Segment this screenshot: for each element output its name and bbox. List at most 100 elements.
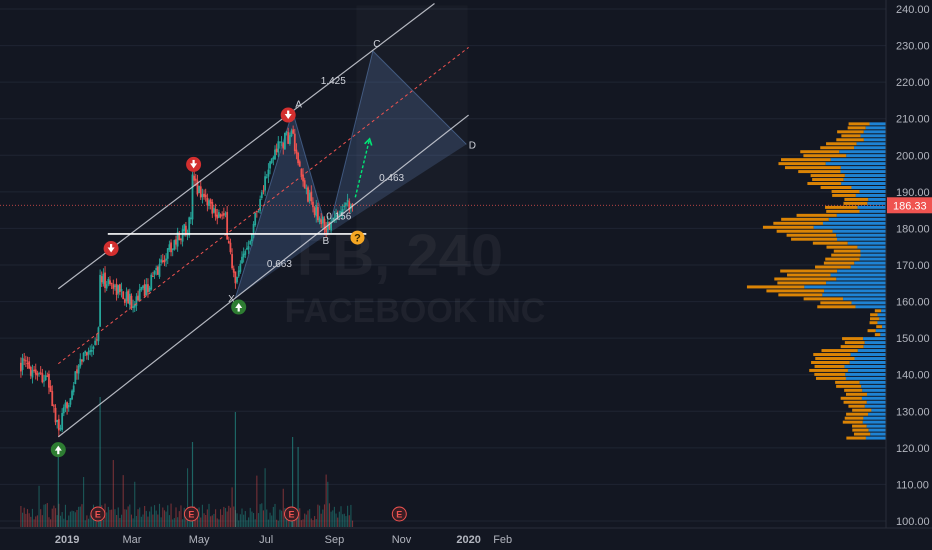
candle-body	[57, 419, 60, 431]
volume-bar	[241, 508, 243, 527]
volume-profile-row-up	[860, 253, 888, 257]
earnings-icon	[284, 506, 299, 522]
volume-bar	[234, 412, 236, 527]
volume-profile-row-down	[823, 261, 855, 265]
volume-profile-row-down	[780, 269, 838, 273]
volume-profile-row-down	[831, 253, 861, 257]
volume-profile-row-down	[810, 174, 845, 178]
volume-bar	[335, 513, 337, 527]
volume-bar	[79, 506, 81, 527]
volume-bar	[244, 511, 246, 527]
volume-bar	[96, 520, 98, 527]
volume-bar	[142, 514, 144, 527]
volume-bar	[323, 504, 326, 527]
volume-profile-row-down	[852, 424, 867, 428]
volume-profile-row-down	[812, 241, 848, 245]
candle-body	[170, 242, 172, 253]
volume-bar	[180, 505, 182, 527]
volume-bar	[282, 488, 284, 527]
candle-body	[104, 272, 106, 288]
volume-bar	[239, 514, 241, 527]
volume-bar	[122, 475, 124, 527]
x-tick-label: 2020	[456, 534, 480, 546]
candle-body	[165, 258, 167, 261]
candle-body	[84, 350, 87, 354]
volume-profile-row-down	[815, 265, 851, 269]
pattern-point-label: B	[322, 236, 329, 247]
candle-body	[325, 227, 328, 233]
volume-bar	[304, 513, 306, 527]
volume-profile-row-up	[863, 138, 888, 142]
volume-profile-row-up	[804, 285, 888, 289]
candle-body	[214, 209, 217, 217]
volume-bar	[43, 504, 45, 527]
volume-bar	[345, 516, 347, 527]
volume-bar	[266, 509, 268, 527]
last-price-label: 186.33	[893, 200, 927, 212]
volume-bar	[256, 475, 258, 527]
volume-bar	[302, 519, 304, 527]
pattern-point-label: C	[373, 39, 380, 50]
volume-bar	[154, 505, 156, 527]
candle-body	[259, 199, 262, 211]
volume-bar	[315, 519, 317, 527]
candle-body	[272, 157, 275, 160]
earnings-glyph: E	[396, 510, 402, 520]
y-tick-label: 110.00	[896, 479, 929, 491]
volume-bar	[160, 517, 162, 527]
volume-bar	[28, 513, 30, 527]
y-tick-label: 130.00	[896, 406, 930, 418]
volume-bar	[73, 511, 75, 527]
candle-body	[330, 222, 332, 231]
candle-body	[21, 357, 24, 370]
candle-body	[119, 284, 121, 293]
volume-profile-row-up	[868, 412, 888, 416]
volume-bar	[203, 513, 205, 527]
volume-bar	[124, 509, 126, 527]
volume-profile-row-down	[848, 404, 865, 408]
candle-body	[29, 366, 32, 376]
candle-body	[269, 161, 271, 169]
candle-body	[135, 296, 138, 306]
volume-profile-row-down	[833, 249, 861, 253]
volume-bar	[312, 520, 314, 527]
candle-body	[274, 149, 276, 160]
candle-body	[231, 254, 233, 269]
earnings-glyph: E	[288, 510, 294, 520]
volume-bar	[319, 505, 321, 527]
volume-profile-row-up	[863, 337, 888, 341]
candle-body	[28, 361, 31, 369]
volume-profile-row-up	[861, 396, 888, 400]
y-tick-label: 210.00	[896, 114, 930, 126]
volume-bar	[78, 506, 80, 527]
volume-profile-row-up	[854, 261, 888, 265]
volume-bar	[177, 517, 179, 527]
y-tick-label: 170.00	[896, 260, 930, 272]
volume-bar	[167, 505, 169, 527]
volume-profile-row-up	[860, 249, 888, 253]
volume-profile-row-down	[847, 126, 866, 130]
volume-profile-row-up	[863, 130, 888, 134]
volume-bar	[352, 520, 354, 527]
volume-bar	[71, 510, 73, 527]
volume-bar	[340, 506, 342, 527]
volume-bar	[173, 518, 175, 527]
volume-bar	[272, 506, 274, 527]
y-tick-label: 100.00	[896, 516, 930, 528]
volume-bar	[309, 509, 311, 527]
candle-body	[69, 398, 72, 405]
candle-body	[318, 218, 321, 223]
volume-profile-row-down	[837, 130, 864, 134]
candle-body	[221, 214, 224, 216]
candle-body	[114, 285, 116, 287]
signal-arrow-glyph	[284, 114, 292, 120]
candle-body	[189, 217, 192, 220]
candle-body	[176, 231, 179, 247]
candle-body	[285, 131, 288, 133]
volume-profile-row-up	[867, 201, 888, 205]
candle-body	[94, 340, 97, 345]
volume-profile-row-up	[868, 197, 888, 201]
